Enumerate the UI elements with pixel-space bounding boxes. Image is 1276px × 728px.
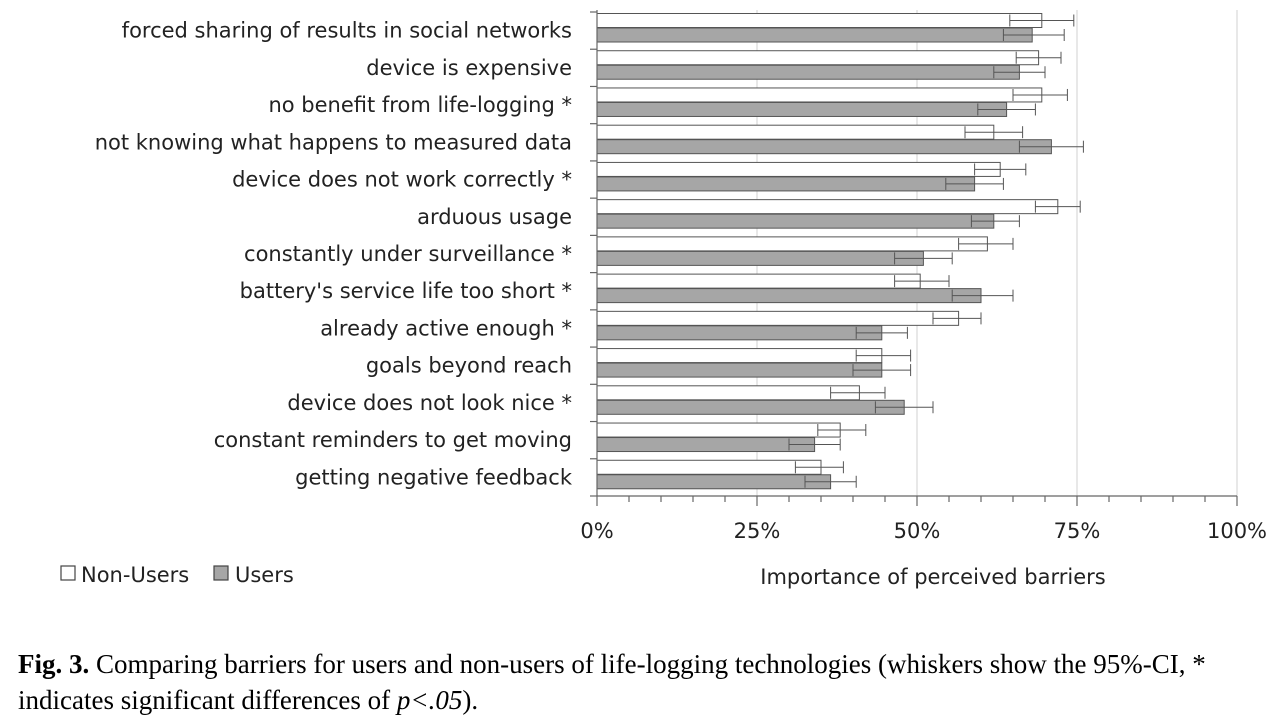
bar-non-users: [596, 348, 883, 364]
category-label: device does not work correctly *: [232, 168, 572, 192]
x-axis-title: Importance of perceived barriers: [760, 565, 1105, 589]
category-label: already active enough *: [320, 316, 572, 340]
bar-non-users: [596, 273, 921, 289]
bar-non-users: [596, 199, 1059, 215]
x-axis: [590, 10, 1238, 506]
bar-non-users: [596, 87, 1043, 103]
figure-caption: Fig. 3. Comparing barriers for users and…: [18, 646, 1258, 718]
bar-users: [596, 139, 1052, 155]
category-label: not knowing what happens to measured dat…: [95, 130, 572, 154]
caption-text: Comparing barriers for users and non-use…: [18, 649, 1206, 715]
category-label: forced sharing of results in social netw…: [122, 19, 572, 43]
bar-non-users: [596, 50, 1040, 66]
bar-users: [596, 399, 905, 415]
x-tick-label: 100%: [1207, 519, 1267, 543]
x-tick-label: 25%: [734, 519, 781, 543]
bar-users: [596, 213, 995, 229]
legend-label-users: Users: [235, 563, 294, 587]
x-tick-label: 75%: [1054, 519, 1101, 543]
bar-users: [596, 325, 883, 341]
bar-users: [596, 474, 832, 490]
tick-labels: 0% 25% 50% 75% 100%: [580, 519, 1267, 543]
category-label: constant reminders to get moving: [214, 428, 572, 452]
bar-non-users: [596, 161, 1001, 177]
bar-users: [596, 362, 883, 378]
category-label: device is expensive: [366, 56, 572, 80]
category-label: arduous usage: [417, 205, 572, 229]
category-label: no benefit from life-logging *: [268, 93, 572, 117]
caption-text-end: ).: [462, 685, 479, 715]
x-tick-label: 50%: [894, 519, 941, 543]
legend-swatch-users: [213, 565, 229, 581]
bar-users: [596, 64, 1020, 80]
whiskers: [788, 14, 1084, 488]
caption-p-symbol: p: [396, 685, 411, 715]
bar-non-users: [596, 124, 995, 140]
bar-users: [596, 250, 924, 266]
bar-users: [596, 101, 1008, 117]
bar-users: [596, 176, 976, 192]
caption-p-value: <.05: [410, 685, 463, 715]
bar-users: [596, 288, 982, 304]
category-label: goals beyond reach: [366, 354, 572, 378]
category-label: device does not look nice *: [287, 391, 572, 415]
bar-non-users: [596, 385, 860, 401]
bar-non-users: [596, 459, 822, 475]
bars: [596, 13, 1059, 490]
legend-label-non-users: Non-Users: [81, 563, 189, 587]
bar-users: [596, 27, 1033, 43]
category-label: getting negative feedback: [295, 465, 573, 489]
bar-non-users: [596, 236, 988, 252]
legend: Non-Users Users: [60, 563, 294, 587]
category-label: constantly under surveillance *: [244, 242, 572, 266]
category-label: battery's service life too short *: [240, 279, 572, 303]
x-tick-label: 0%: [580, 519, 613, 543]
bar-users: [596, 437, 816, 453]
bar-non-users: [596, 13, 1043, 28]
legend-swatch-non-users: [60, 565, 76, 581]
bar-non-users: [596, 422, 841, 438]
caption-fig-label: Fig. 3.: [18, 649, 90, 679]
category-labels: forced sharing of results in social netw…: [95, 19, 573, 490]
bar-chart: forced sharing of results in social netw…: [60, 10, 1267, 589]
bar-non-users: [596, 310, 960, 326]
